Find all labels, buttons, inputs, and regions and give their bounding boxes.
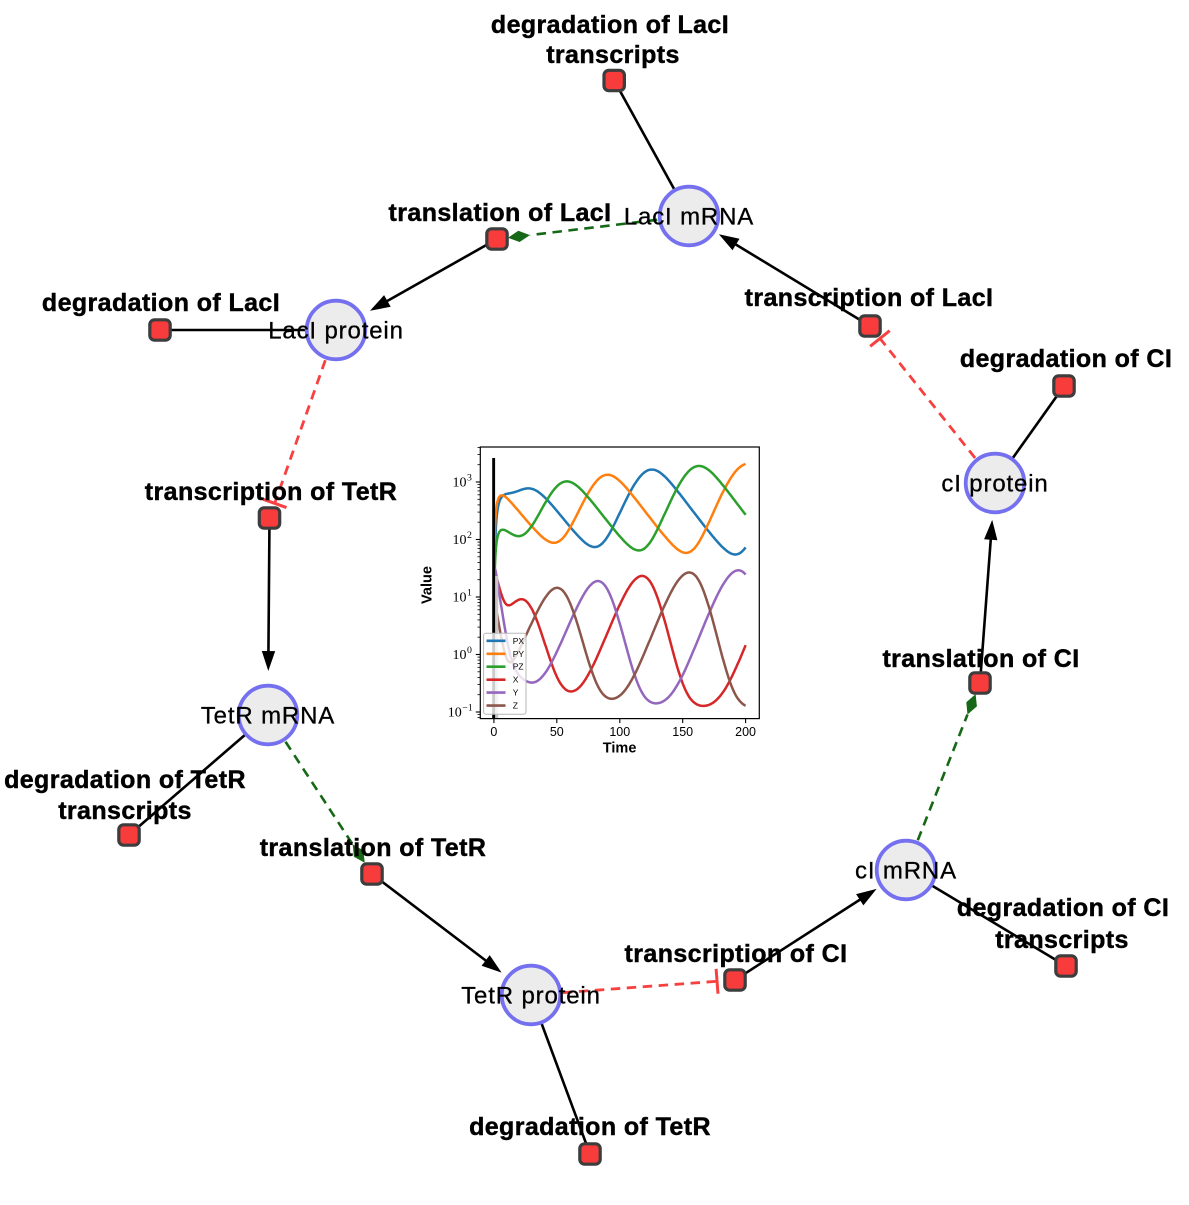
svg-text:transcription of CI: transcription of CI — [625, 940, 848, 968]
svg-text:transcripts: transcripts — [546, 41, 680, 69]
svg-text:TetR protein: TetR protein — [461, 983, 601, 1010]
svg-text:transcripts: transcripts — [995, 926, 1129, 954]
svg-text:2: 2 — [467, 530, 472, 541]
svg-text:LacI mRNA: LacI mRNA — [624, 204, 754, 231]
svg-text:1: 1 — [467, 588, 472, 599]
svg-text:translation of CI: translation of CI — [882, 645, 1079, 673]
svg-text:cI mRNA: cI mRNA — [855, 858, 957, 885]
svg-text:degradation of CI: degradation of CI — [957, 894, 1169, 922]
svg-text:3: 3 — [467, 473, 472, 484]
svg-text:TetR mRNA: TetR mRNA — [201, 703, 335, 730]
svg-text:100: 100 — [609, 725, 630, 739]
svg-text:0: 0 — [467, 645, 472, 656]
svg-text:translation of LacI: translation of LacI — [389, 199, 612, 227]
svg-text:X: X — [513, 675, 519, 685]
svg-text:Time: Time — [603, 741, 637, 757]
svg-text:150: 150 — [672, 725, 693, 739]
svg-text:Value: Value — [420, 566, 436, 604]
svg-text:translation of TetR: translation of TetR — [260, 834, 487, 862]
svg-text:transcription of LacI: transcription of LacI — [745, 284, 994, 312]
svg-text:Z: Z — [513, 701, 518, 711]
svg-text:Y: Y — [513, 688, 519, 698]
svg-text:10: 10 — [448, 706, 462, 721]
svg-text:PY: PY — [513, 649, 525, 659]
svg-text:0: 0 — [490, 725, 497, 739]
svg-text:LacI protein: LacI protein — [268, 318, 404, 345]
svg-text:PX: PX — [513, 636, 525, 646]
svg-text:200: 200 — [735, 725, 756, 739]
svg-text:transcripts: transcripts — [58, 797, 192, 825]
svg-text:PZ: PZ — [513, 662, 524, 672]
svg-text:−1: −1 — [462, 703, 473, 714]
svg-text:degradation of LacI: degradation of LacI — [42, 289, 280, 317]
svg-text:degradation of LacI: degradation of LacI — [491, 11, 729, 39]
svg-text:cI protein: cI protein — [941, 471, 1048, 498]
svg-text:degradation of CI: degradation of CI — [960, 345, 1172, 373]
svg-text:10: 10 — [453, 648, 467, 663]
svg-text:10: 10 — [453, 533, 467, 548]
svg-text:10: 10 — [453, 591, 467, 606]
svg-text:degradation of TetR: degradation of TetR — [4, 766, 246, 794]
svg-text:10: 10 — [453, 476, 467, 491]
svg-text:transcription of TetR: transcription of TetR — [145, 478, 397, 506]
svg-text:degradation of TetR: degradation of TetR — [469, 1113, 711, 1141]
svg-text:50: 50 — [550, 725, 564, 739]
